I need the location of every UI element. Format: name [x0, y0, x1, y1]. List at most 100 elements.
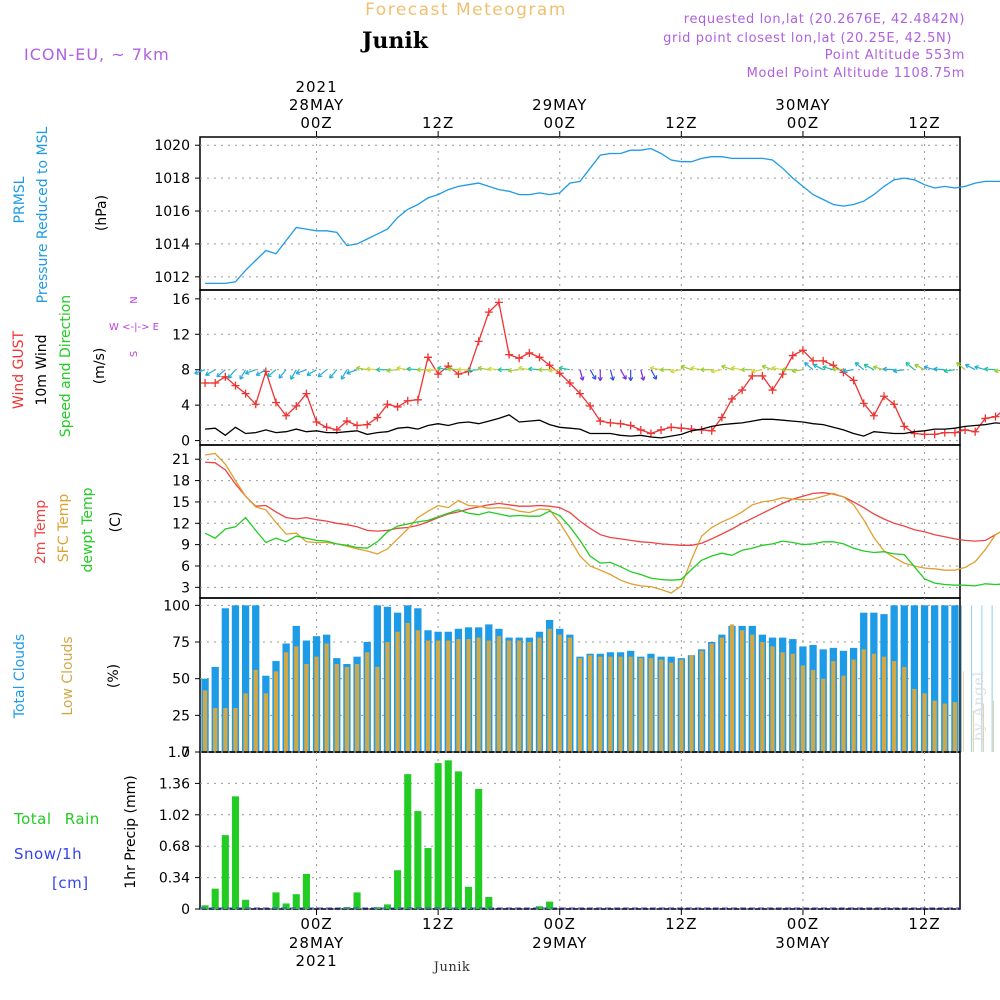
rain-bar — [444, 760, 452, 909]
y-tick-label: 1.02 — [159, 808, 190, 824]
wind-direction-arrow — [528, 368, 540, 371]
bottom-date-label: 29MAY — [532, 934, 587, 952]
gust-point — [849, 376, 858, 385]
pressure-labels: PRMSL Pressure Reduced to MSL (hPa) — [12, 126, 110, 303]
low-cloud-bar — [314, 656, 319, 752]
gust-point — [353, 421, 362, 430]
series-line-sfc-temp — [205, 452, 1000, 594]
top-time-label: 00Z — [544, 114, 576, 132]
wind-arrow-head — [267, 372, 272, 378]
watermark: by Angel — [971, 671, 987, 741]
gust-point — [525, 348, 534, 357]
low-cloud-bar — [496, 636, 502, 752]
wind-arrow-head — [255, 371, 261, 376]
y-tick-label: 3 — [181, 580, 190, 596]
wind-direction-arrow — [974, 366, 986, 371]
wind-direction-arrow — [329, 369, 338, 379]
total-cloud-bar — [241, 605, 250, 752]
gust-point — [282, 411, 291, 420]
wind-arrow-head — [771, 365, 776, 371]
low-clouds-label: Low Clouds — [60, 636, 76, 715]
low-cloud-bar — [354, 664, 360, 752]
gust-point — [586, 402, 595, 411]
bottom-time-label: 00Z — [300, 915, 332, 933]
low-cloud-bar — [446, 640, 451, 752]
wind-direction-arrow — [822, 366, 834, 371]
rain-bar — [221, 835, 229, 909]
gust-point — [859, 399, 868, 408]
wind-direction-arrow — [965, 364, 976, 371]
wind-arrow-head — [558, 365, 563, 371]
gust-point — [596, 417, 605, 426]
wind-direction-arrow — [813, 364, 824, 371]
wind-arrow-head — [244, 369, 250, 375]
top-date-label: 30MAY — [775, 96, 830, 114]
wind-arrow-head — [591, 375, 597, 380]
gust-point — [616, 419, 625, 428]
wind-direction-arrow — [589, 369, 597, 380]
temperature-panel: 3 6 9 12 15 18 21 — [172, 444, 1000, 599]
wind-arrow-head — [659, 367, 664, 373]
rain-bar — [404, 774, 412, 909]
wind-arrow-head — [923, 365, 929, 371]
wind-direction-arrow — [194, 369, 206, 375]
wind-arrow-head — [227, 374, 233, 379]
low-cloud-bar — [831, 661, 836, 752]
rain-bar — [231, 796, 240, 909]
rain-bar — [454, 771, 462, 909]
wind-arrow-head — [497, 367, 502, 373]
bottom-time-label: 00Z — [544, 915, 576, 933]
wind-direction-arrow — [650, 367, 662, 371]
gust-point — [302, 389, 311, 398]
gust-point — [788, 351, 797, 360]
wind-arrow-head — [854, 362, 860, 367]
y-tick-label: 1016 — [154, 204, 190, 220]
low-cloud-bar — [202, 690, 208, 752]
wind-direction-arrow — [346, 369, 358, 375]
low-cloud-bar — [557, 634, 562, 752]
low-cloud-bar — [547, 628, 552, 752]
wind-direction-arrow — [923, 366, 935, 371]
top-time-label: 12Z — [665, 114, 697, 132]
gust-point — [373, 413, 382, 422]
wind-arrow-head — [579, 376, 585, 381]
gust-point — [211, 379, 220, 387]
y-tick-label: 18 — [172, 474, 190, 490]
bottom-time-axis: 00Z 12Z 00Z 12Z 00Z 12Z 28MAY 29MAY 30MAY 2021 — [289, 909, 940, 970]
wind-direction-arrow — [609, 369, 614, 381]
low-cloud-bar — [395, 631, 400, 752]
bottom-date-label: 28MAY — [289, 934, 344, 952]
gust-point — [910, 429, 919, 438]
grid-coords: grid point closest lon,lat (20.25E, 42.5… — [663, 31, 952, 46]
gust-point — [434, 370, 443, 379]
wind-arrow-head — [366, 366, 371, 372]
low-cloud-bar — [740, 630, 745, 752]
low-cloud-bar — [436, 640, 441, 752]
gust-point — [961, 425, 970, 434]
total-cloud-bar — [991, 605, 993, 752]
wind-arrow-head — [892, 368, 898, 374]
wind-arrow-head — [396, 365, 401, 371]
wind-arrow-head — [649, 365, 655, 371]
gust-point — [221, 372, 230, 381]
precipitation-panel: 0 0.34 0.68 1.02 1.36 1.7 — [159, 745, 961, 918]
wind-arrow-head — [974, 365, 979, 371]
low-cloud-bar — [233, 708, 238, 752]
y-tick-label: 0.68 — [159, 839, 190, 855]
low-cloud-bar — [669, 662, 674, 752]
y-tick-label: 0 — [181, 745, 190, 761]
gust-point — [809, 356, 818, 365]
rain-bar — [383, 904, 392, 909]
gust-point — [798, 346, 807, 355]
gust-point — [201, 379, 210, 387]
point-altitude: Point Altitude 553m — [825, 48, 965, 63]
y-tick-label: 1.36 — [159, 776, 190, 792]
clouds-panel: 0 25 50 75 100 — [163, 597, 994, 761]
wind-direction-arrow — [256, 369, 267, 376]
gust-point — [677, 424, 686, 433]
wind-arrow-head — [416, 367, 421, 373]
low-cloud-bar — [213, 708, 218, 752]
low-cloud-bar — [223, 708, 228, 752]
wind-direction-arrow — [842, 369, 854, 372]
low-cloud-bar — [810, 669, 816, 752]
